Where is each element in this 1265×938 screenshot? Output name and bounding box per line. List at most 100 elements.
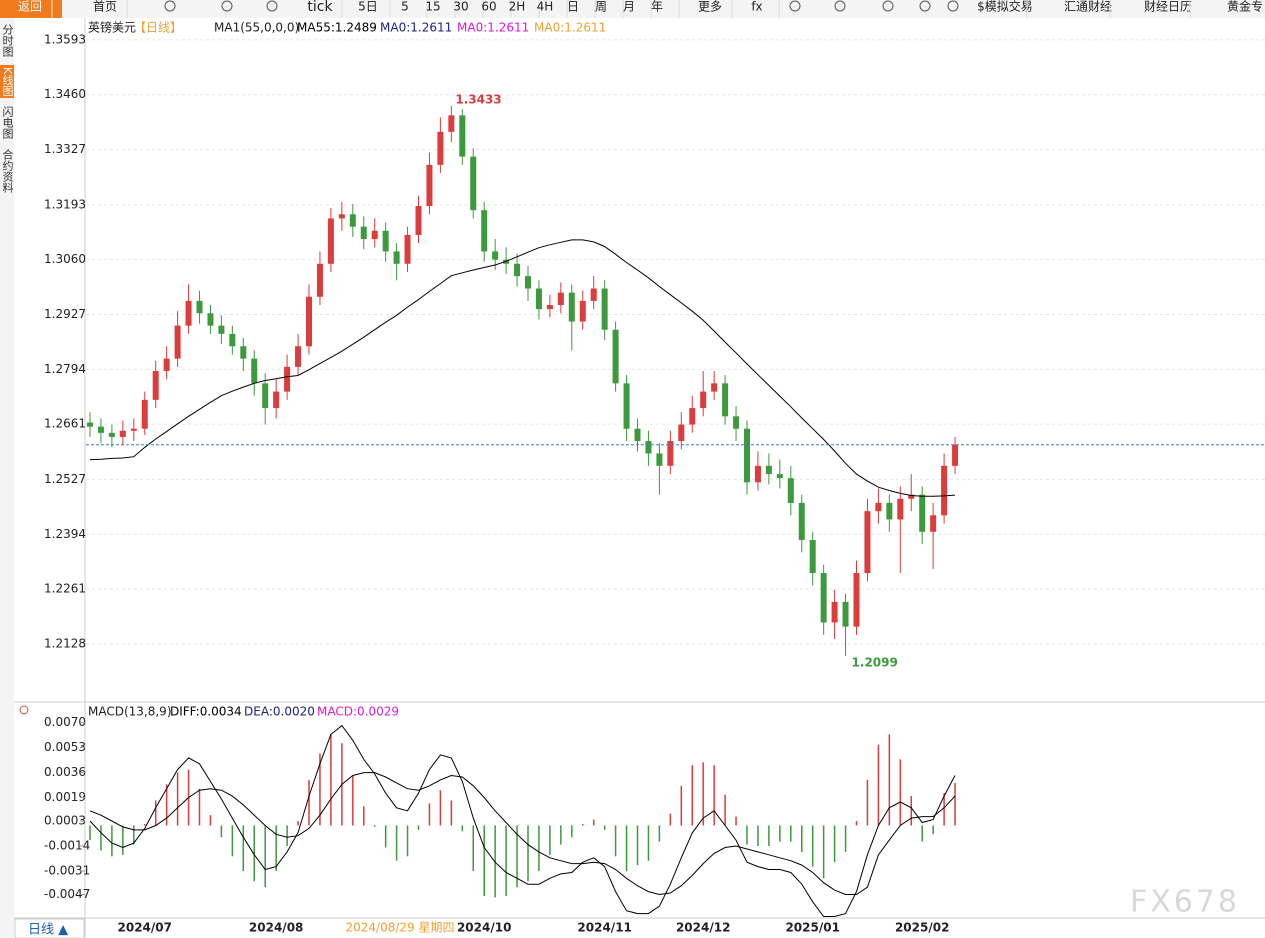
y-tick-label: 1.2261 bbox=[44, 582, 86, 596]
candle-body bbox=[820, 573, 827, 623]
toolbar-item[interactable]: 月 bbox=[623, 0, 635, 14]
indicator-line bbox=[89, 772, 956, 896]
candle-body bbox=[952, 444, 959, 466]
candle-body bbox=[612, 329, 619, 384]
candle-body bbox=[163, 358, 170, 371]
toolbar-item[interactable]: 黄金专 bbox=[1227, 0, 1263, 14]
toolbar-item[interactable]: 日 bbox=[567, 0, 579, 14]
candle-body bbox=[174, 325, 181, 359]
toolbar-icon[interactable] bbox=[221, 0, 233, 12]
toolbar-item[interactable]: 返回 bbox=[18, 0, 42, 14]
toolbar-item[interactable]: 首页 bbox=[93, 0, 117, 14]
sidebar-tab[interactable]: 合约资料 bbox=[1, 149, 14, 194]
legend-entry: MACD:0.0029 bbox=[317, 705, 399, 719]
toolbar-item[interactable]: 30 bbox=[453, 0, 468, 14]
candle-body bbox=[371, 230, 378, 240]
candle-body bbox=[141, 399, 148, 429]
toolbar-icon[interactable] bbox=[164, 0, 176, 12]
candle-body bbox=[787, 478, 794, 503]
candle-body bbox=[470, 156, 477, 211]
watermark: FX678 bbox=[1130, 885, 1240, 920]
toolbar-icon[interactable] bbox=[789, 0, 801, 12]
y-tick-label: 1.2794 bbox=[44, 362, 86, 376]
toolbar bbox=[0, 0, 1265, 18]
y-tick-label: -0.0014 bbox=[44, 839, 90, 853]
candle-body bbox=[393, 251, 400, 264]
y-tick-label: 0.0003 bbox=[44, 814, 86, 828]
period-label[interactable]: 日线 ▲ bbox=[28, 923, 68, 938]
toolbar-item[interactable]: 60 bbox=[481, 0, 496, 14]
toolbar-item[interactable]: 周 bbox=[595, 0, 607, 14]
candle-body bbox=[196, 300, 203, 314]
sidebar-tab[interactable]: K线图 bbox=[0, 65, 14, 99]
candle-body bbox=[645, 441, 652, 454]
candle-body bbox=[459, 115, 466, 157]
legend-entry: MA0:1.2611 bbox=[380, 21, 452, 35]
toolbar-item[interactable]: 2H bbox=[509, 0, 526, 14]
legend-entry: MA0:1.2611 bbox=[457, 21, 529, 35]
candle-body bbox=[262, 383, 269, 409]
toolbar-item[interactable]: 4H bbox=[537, 0, 554, 14]
candle-body bbox=[546, 305, 553, 310]
candle-body bbox=[327, 218, 334, 264]
toolbar-icon[interactable] bbox=[882, 0, 894, 12]
toolbar-item[interactable]: 5 bbox=[401, 0, 409, 14]
candle-body bbox=[229, 333, 236, 347]
toolbar-item[interactable]: 5日 bbox=[358, 0, 378, 14]
toolbar-item[interactable]: 15 bbox=[425, 0, 440, 14]
candle-body bbox=[426, 164, 433, 207]
legend-entry: MA0:1.2611 bbox=[534, 21, 606, 35]
high-annotation: 1.3433 bbox=[455, 92, 501, 106]
toolbar-item[interactable]: 更多 bbox=[698, 0, 722, 14]
x-tick-label: 2024/07 bbox=[118, 921, 172, 935]
candle-body bbox=[251, 358, 258, 384]
sidebar-tab[interactable]: 闪电图 bbox=[1, 106, 14, 140]
candle-body bbox=[207, 313, 214, 326]
settings-icon[interactable] bbox=[19, 705, 29, 715]
legend-entry: DEA:0.0020 bbox=[244, 705, 315, 719]
candle-body bbox=[853, 573, 860, 627]
candle-body bbox=[382, 230, 389, 252]
candle-body bbox=[492, 251, 499, 260]
period-box[interactable] bbox=[14, 918, 85, 938]
candle-body bbox=[185, 300, 192, 326]
toolbar-item[interactable]: fx bbox=[751, 0, 762, 14]
toolbar-icon[interactable] bbox=[266, 0, 278, 12]
candle-body bbox=[623, 383, 630, 429]
y-tick-label: 1.3193 bbox=[44, 197, 86, 211]
candle-body bbox=[744, 428, 750, 483]
toolbar-item[interactable]: tick bbox=[307, 0, 333, 15]
toolbar-icon[interactable] bbox=[919, 0, 931, 12]
candle-body bbox=[535, 288, 542, 310]
x-tick-label: 2025/01 bbox=[785, 921, 839, 935]
sidebar-tab[interactable]: 分时图 bbox=[1, 24, 14, 57]
candle-body bbox=[152, 370, 159, 400]
toolbar-item[interactable]: 财经日历 bbox=[1144, 0, 1192, 14]
candle-body bbox=[875, 502, 882, 512]
indicator-line bbox=[89, 724, 956, 917]
legend-entry: DIFF:0.0034 bbox=[170, 705, 242, 719]
period-label: 【日线】 bbox=[134, 21, 182, 35]
candle-body bbox=[579, 300, 586, 322]
candle-body bbox=[338, 214, 345, 219]
candle-body bbox=[273, 391, 280, 409]
candle-body bbox=[108, 432, 115, 437]
toolbar-item[interactable]: $模拟交易 bbox=[977, 0, 1033, 14]
candle-body bbox=[886, 502, 893, 520]
toolbar-icon[interactable] bbox=[947, 0, 959, 12]
chart-title: MACD(13,8,9) bbox=[88, 705, 172, 719]
x-tick-label: 2025/02 bbox=[895, 921, 949, 935]
candle-body bbox=[481, 210, 488, 252]
candle-body bbox=[864, 511, 871, 574]
sidebar-items: 分时图 K线图闪电图合约资料 bbox=[0, 22, 14, 201]
toolbar-item[interactable]: 年 bbox=[651, 0, 663, 14]
toolbar-item[interactable]: 汇通财经 bbox=[1064, 0, 1112, 14]
back-button-bg[interactable] bbox=[0, 0, 62, 18]
candle-body bbox=[919, 494, 926, 532]
candle-body bbox=[711, 383, 718, 392]
candle-body bbox=[842, 601, 849, 627]
toolbar-icon[interactable] bbox=[834, 0, 846, 12]
candle-body bbox=[831, 601, 838, 623]
y-tick-label: -0.0031 bbox=[44, 863, 90, 877]
